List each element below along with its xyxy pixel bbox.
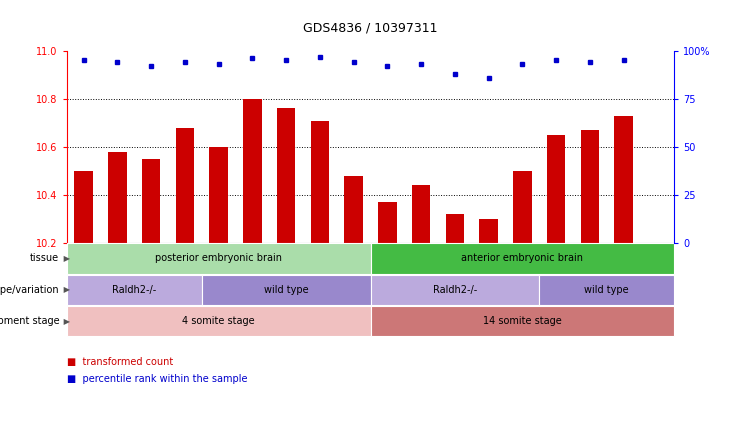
Bar — [67, 243, 370, 274]
Text: genotype/variation: genotype/variation — [0, 285, 59, 295]
Bar — [74, 171, 93, 243]
Text: ▶: ▶ — [61, 316, 70, 326]
Text: 14 somite stage: 14 somite stage — [483, 316, 562, 326]
Text: development stage: development stage — [0, 316, 59, 326]
Bar — [539, 275, 674, 305]
Bar — [479, 219, 498, 243]
Text: posterior embryonic brain: posterior embryonic brain — [155, 253, 282, 264]
Bar — [310, 121, 329, 243]
Bar — [445, 214, 464, 243]
Bar — [513, 171, 532, 243]
Bar — [614, 116, 633, 243]
Bar — [67, 306, 370, 336]
Bar — [412, 185, 431, 243]
Bar — [176, 128, 194, 243]
Text: ■  percentile rank within the sample: ■ percentile rank within the sample — [67, 374, 247, 384]
Text: tissue: tissue — [30, 253, 59, 264]
Bar — [378, 202, 396, 243]
Text: ▶: ▶ — [61, 285, 70, 294]
Text: wild type: wild type — [585, 285, 629, 295]
Bar — [277, 108, 296, 243]
Text: wild type: wild type — [264, 285, 308, 295]
Text: GDS4836 / 10397311: GDS4836 / 10397311 — [303, 21, 438, 34]
Text: Raldh2-/-: Raldh2-/- — [433, 285, 477, 295]
Bar — [209, 147, 228, 243]
Bar — [370, 306, 674, 336]
Bar — [67, 275, 202, 305]
Text: 4 somite stage: 4 somite stage — [182, 316, 255, 326]
Text: ■  transformed count: ■ transformed count — [67, 357, 173, 367]
Bar — [142, 159, 160, 243]
Bar — [370, 275, 539, 305]
Bar — [581, 130, 599, 243]
Bar — [345, 176, 363, 243]
Text: ▶: ▶ — [61, 254, 70, 263]
Text: Raldh2-/-: Raldh2-/- — [112, 285, 156, 295]
Bar — [243, 99, 262, 243]
Bar — [202, 275, 370, 305]
Bar — [370, 243, 674, 274]
Bar — [547, 135, 565, 243]
Text: anterior embryonic brain: anterior embryonic brain — [462, 253, 583, 264]
Bar — [108, 152, 127, 243]
